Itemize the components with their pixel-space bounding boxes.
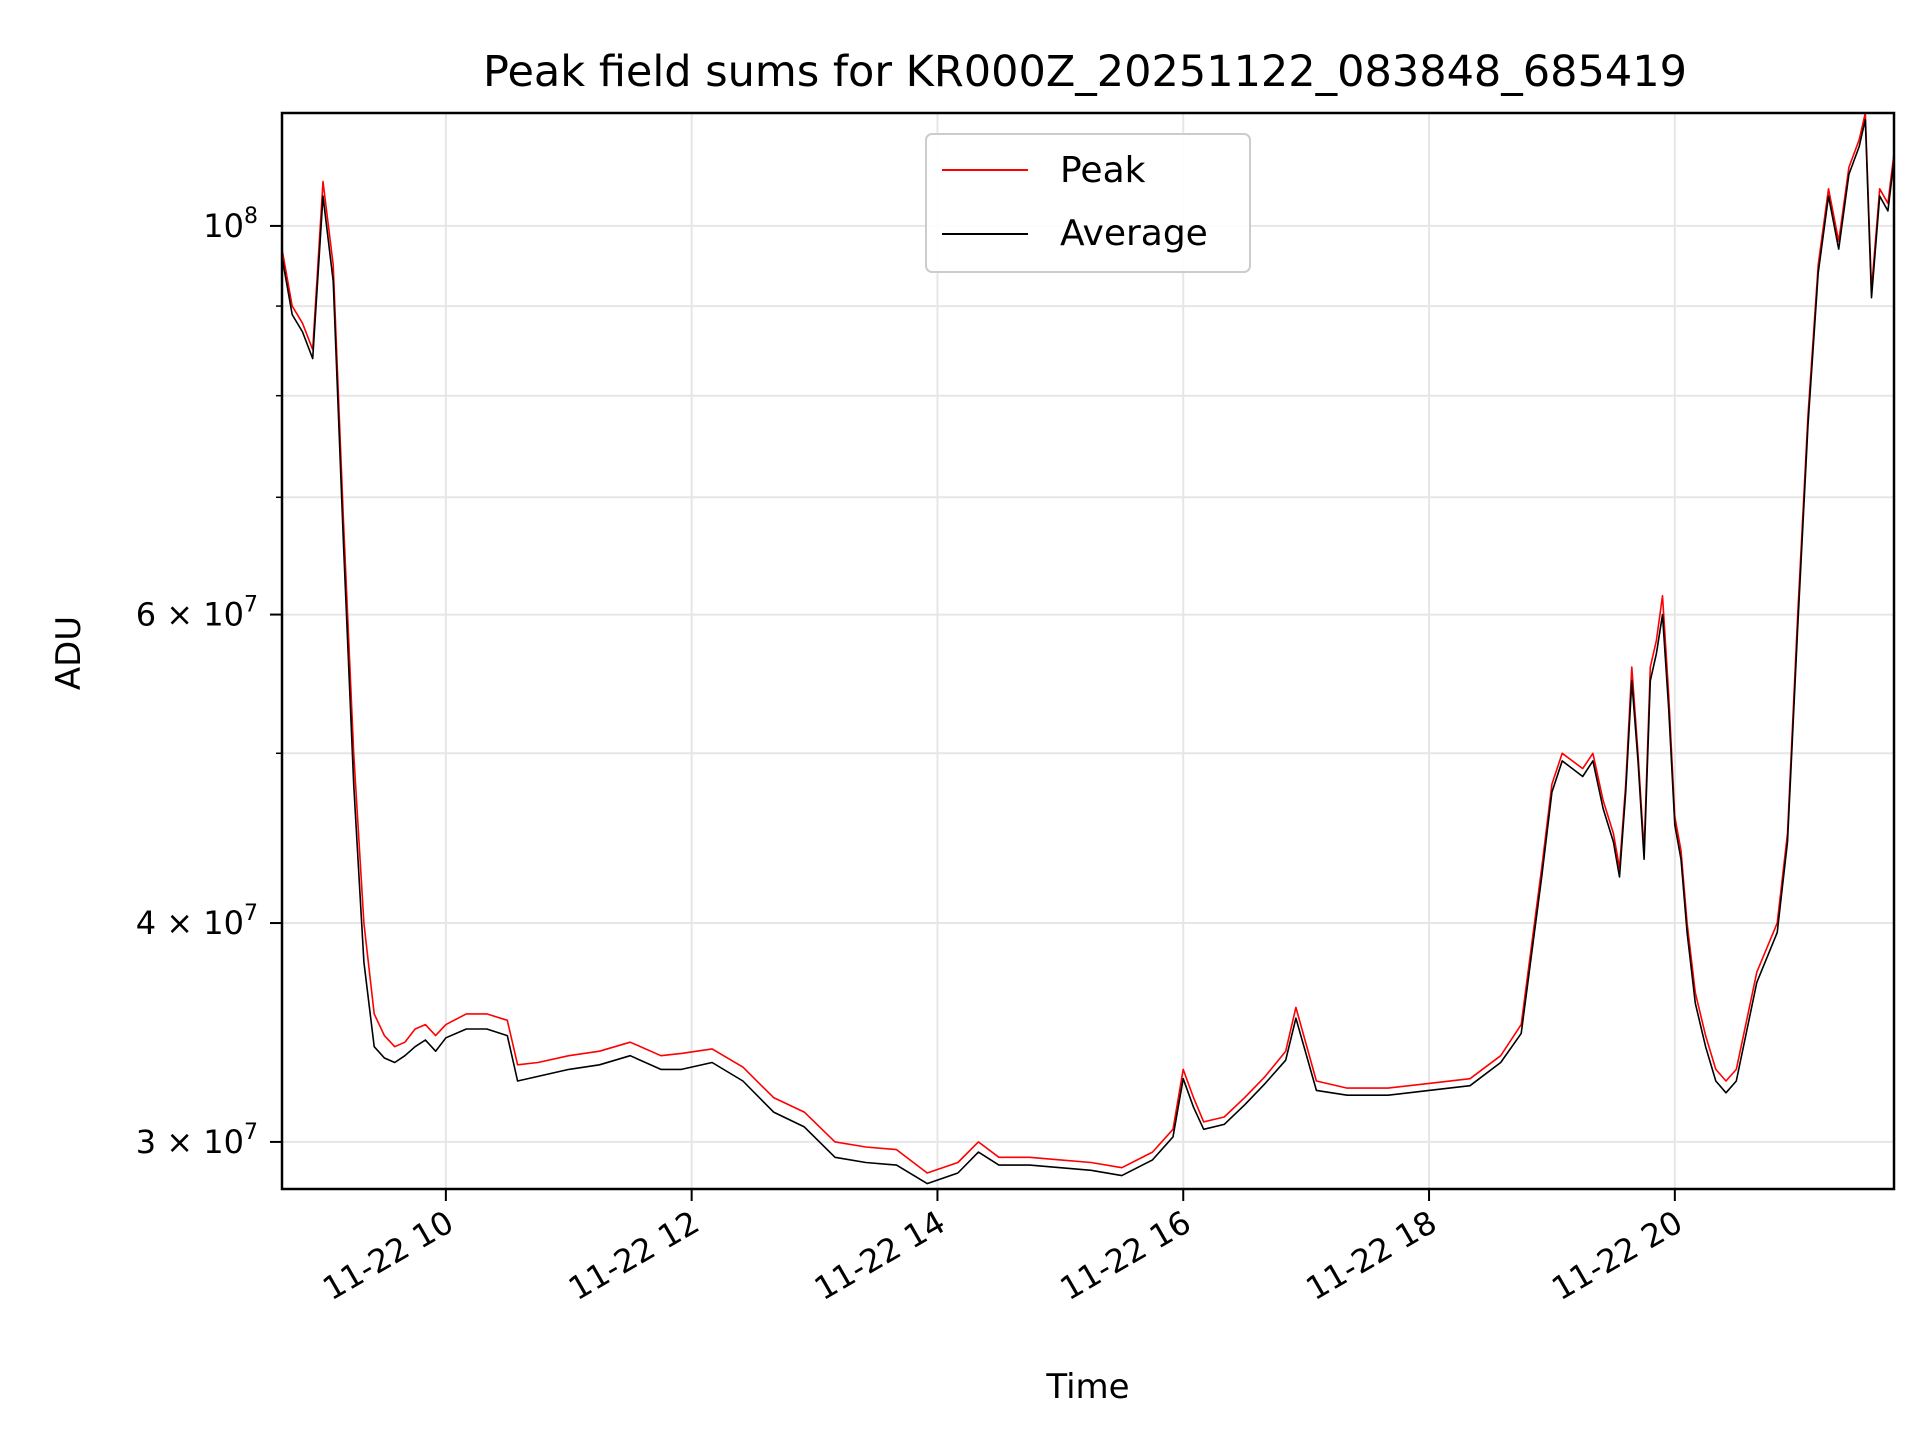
y-tick-label: 6 × 107: [136, 593, 258, 634]
x-tick-label: 11-22 20: [1545, 1203, 1689, 1308]
y-tick-label: 4 × 107: [136, 901, 258, 942]
x-tick-label: 11-22 14: [808, 1203, 952, 1308]
y-tick-label: 3 × 107: [136, 1120, 258, 1161]
y-tick-label: 108: [203, 204, 258, 245]
x-axis-title: Time: [1045, 1367, 1129, 1407]
series-line-average: [281, 118, 1895, 1185]
legend-average-label: Average: [1060, 213, 1208, 254]
series-line-peak: [281, 112, 1895, 1174]
plot-frame: [280, 111, 1896, 1191]
y-axis: 3 × 107 4 × 107 6 × 107 108: [136, 204, 282, 1161]
legend-peak-label: Peak: [1060, 150, 1146, 191]
x-axis: 11-22 10 11-22 12 11-22 14 11-22 16 11-22 18…: [316, 1189, 1689, 1308]
legend-box: [925, 133, 1251, 273]
chart-title: Peak field sums for KR000Z_20251122_0838…: [483, 47, 1687, 97]
x-tick-label: 11-22 18: [1299, 1203, 1443, 1308]
y-axis-title: ADU: [49, 616, 89, 690]
x-tick-label: 11-22 16: [1054, 1203, 1198, 1308]
legend: Peak Average: [925, 133, 1251, 273]
plot-lines: [281, 112, 1895, 1185]
grid: [282, 113, 1894, 1189]
x-tick-label: 11-22 10: [316, 1203, 460, 1308]
x-tick-label: 11-22 12: [562, 1203, 706, 1308]
